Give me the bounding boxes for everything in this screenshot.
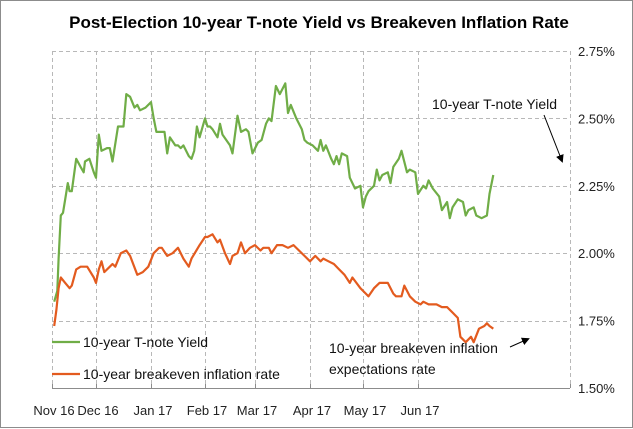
x-axis	[52, 384, 571, 389]
annotation-breakeven: 10-year breakeven inflation expectations…	[329, 337, 530, 377]
annotation-breakeven-text-line2: expectations rate	[329, 361, 436, 377]
series-line-breakeven-inflation	[53, 233, 494, 344]
x-tick-label: Dec 16	[77, 403, 118, 418]
x-tick-label: Apr 17	[293, 403, 331, 418]
series-line-tnote-yield	[53, 82, 495, 303]
x-tick-label: Nov 16	[33, 403, 74, 418]
chart-title: Post-Election 10-year T-note Yield vs Br…	[69, 13, 569, 32]
annotation-breakeven-arrow	[509, 337, 530, 348]
y-tick-label: 1.75%	[578, 314, 615, 329]
annotation-yield-arrow	[543, 114, 564, 163]
y-axis-ticks: 1.50% 1.75% 2.00% 2.25% 2.50% 2.75%	[578, 44, 615, 396]
annotation-yield: 10-year T-note Yield	[432, 96, 564, 163]
x-tick-label: Feb 17	[187, 403, 227, 418]
x-axis-ticks: Nov 16 Dec 16 Jan 17 Feb 17 Mar 17 Apr 17 May …	[33, 403, 439, 418]
y-tick-label: 2.50%	[578, 111, 615, 126]
annotation-breakeven-text-line1: 10-year breakeven inflation	[329, 340, 498, 356]
x-tick-label: Jan 17	[133, 403, 172, 418]
x-tick-label: May 17	[344, 403, 387, 418]
y-tick-label: 1.50%	[578, 381, 615, 396]
x-tick-label: Mar 17	[237, 403, 277, 418]
y-tick-label: 2.25%	[578, 179, 615, 194]
legend-label-yield: 10-year T-note Yield	[83, 334, 208, 350]
y-tick-label: 2.00%	[578, 246, 615, 261]
y-tick-label: 2.75%	[578, 44, 615, 59]
legend-label-breakeven: 10-year breakeven inflation rate	[83, 366, 280, 382]
series-lines	[53, 82, 495, 344]
annotation-yield-text: 10-year T-note Yield	[432, 96, 557, 112]
x-tick-label: Jun 17	[400, 403, 439, 418]
legend: 10-year T-note Yield 10-year breakeven i…	[52, 334, 280, 382]
